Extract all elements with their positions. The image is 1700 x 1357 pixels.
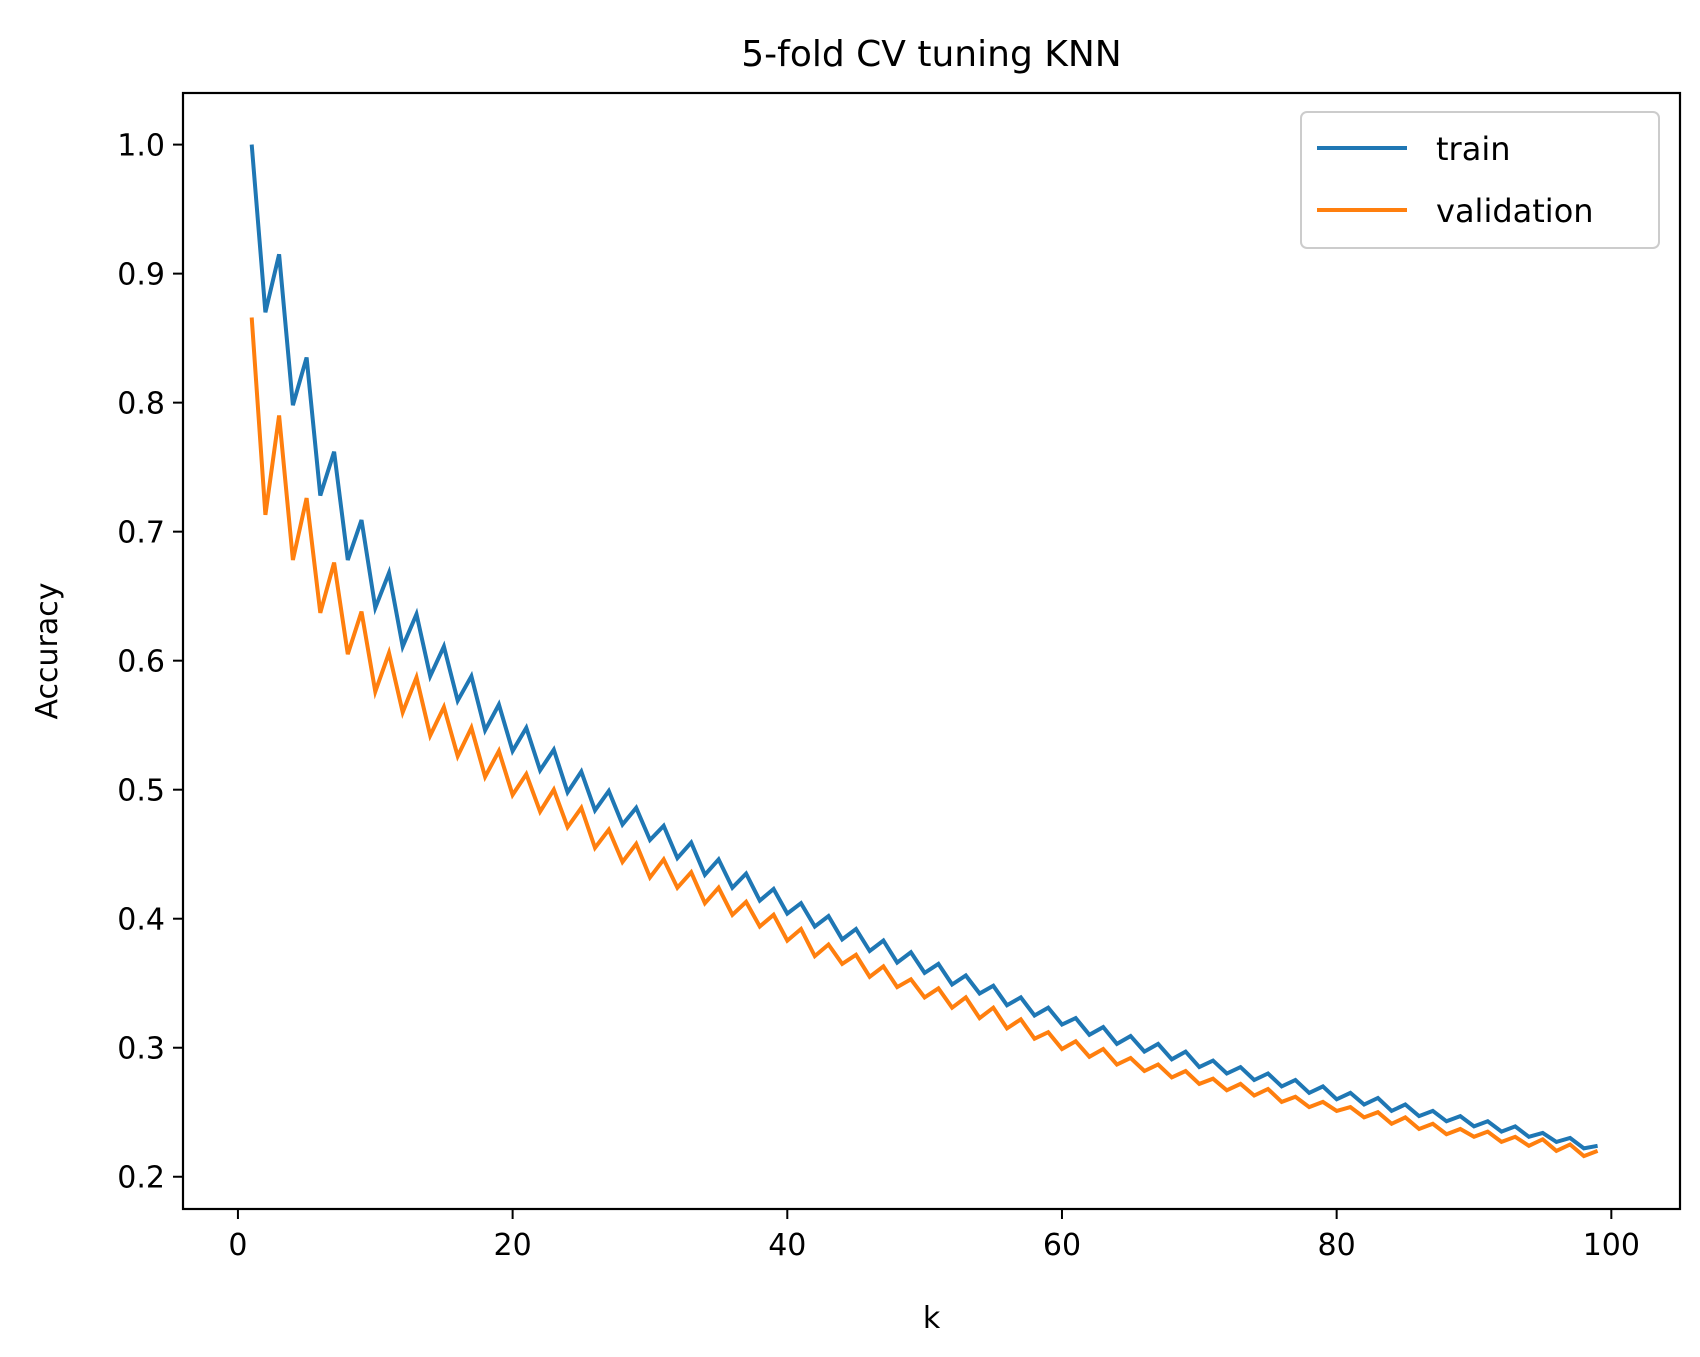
x-axis-ticks: 0 20 40 60 80 100 — [228, 1209, 1640, 1263]
plot-lines — [249, 144, 1599, 1159]
chart-title: 5-fold CV tuning KNN — [741, 34, 1121, 75]
legend: train validation — [1300, 111, 1660, 249]
y-tick-label: 0.6 — [117, 645, 165, 680]
y-axis-label: Accuracy — [30, 583, 65, 720]
legend-label-train: train — [1436, 130, 1510, 168]
y-tick-label: 0.9 — [117, 258, 165, 293]
axes-frame — [181, 91, 1682, 1211]
x-tick-label: 60 — [1043, 1228, 1081, 1263]
x-tick-label: 20 — [494, 1228, 532, 1263]
y-tick-label: 0.7 — [117, 516, 165, 551]
y-tick-label: 0.2 — [117, 1161, 165, 1196]
y-tick-label: 0.4 — [117, 903, 165, 938]
y-axis-ticks: 0.2 0.3 0.4 0.5 0.6 0.7 0.8 0.9 1.0 — [117, 129, 183, 1196]
x-tick-label: 80 — [1318, 1228, 1356, 1263]
x-tick-label: 0 — [228, 1228, 247, 1263]
x-axis-label: k — [923, 1301, 941, 1336]
series-line-train — [249, 144, 1598, 1151]
legend-label-validation: validation — [1436, 192, 1594, 230]
x-tick-label: 40 — [768, 1228, 806, 1263]
y-tick-label: 1.0 — [117, 129, 165, 164]
y-tick-label: 0.5 — [117, 774, 165, 809]
series-line-validation — [249, 317, 1599, 1159]
x-tick-label: 100 — [1583, 1228, 1640, 1263]
y-tick-label: 0.8 — [117, 387, 165, 422]
y-tick-label: 0.3 — [117, 1032, 165, 1067]
